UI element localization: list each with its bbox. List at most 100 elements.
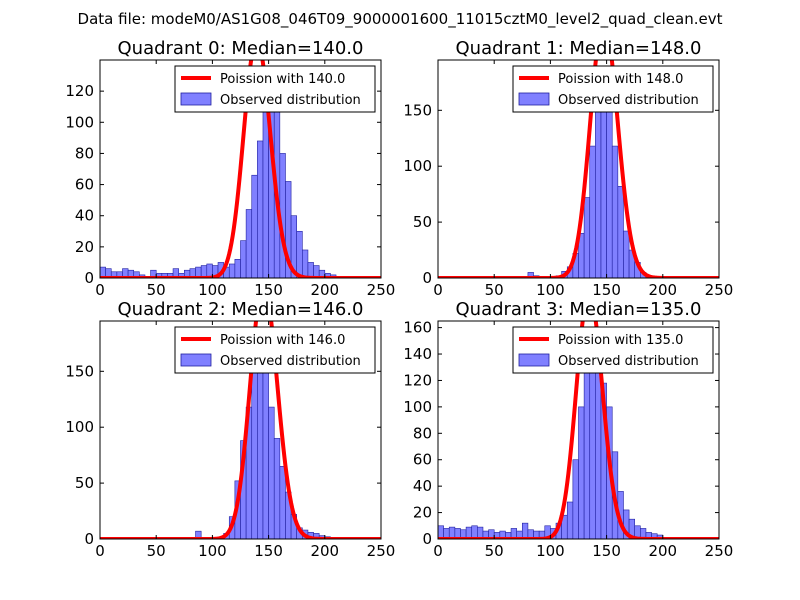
- histogram-bar: [589, 145, 596, 278]
- legend-label-observed: Observed distribution: [220, 354, 361, 369]
- histogram-bar: [572, 459, 579, 539]
- histogram-bars: [195, 337, 337, 539]
- y-tick-label: 100: [403, 157, 432, 175]
- axes-frame: [99, 59, 382, 279]
- y-tick-label: 40: [413, 477, 432, 495]
- legend: Poission with 148.0 Observed distribution: [512, 65, 714, 113]
- legend: Poission with 135.0 Observed distribution: [512, 326, 714, 374]
- histogram-bar: [245, 209, 253, 278]
- quadrant-2-panel: 0 50 100 150 200 250 0 50 100 150 Quadrant 2: Medi…: [65, 299, 396, 560]
- x-tick-label: 200: [648, 281, 677, 299]
- y-tick-label: 80: [413, 424, 432, 442]
- legend-label-observed: Observed distribution: [558, 93, 699, 108]
- panel-title: Quadrant 0: Median=140.0: [118, 38, 364, 59]
- y-tick-label: 100: [65, 418, 94, 436]
- histogram-bar: [234, 259, 241, 278]
- x-tick-label: 150: [592, 281, 621, 299]
- panel-title: Quadrant 1: Median=148.0: [456, 38, 702, 59]
- y-tick-label: 20: [413, 504, 432, 522]
- x-tick-label: 0: [95, 542, 105, 560]
- y-tick-label: 120: [403, 371, 432, 389]
- legend-bar-swatch: [518, 92, 550, 106]
- figure-suptitle: Data file: modeM0/AS1G08_046T09_90000016…: [78, 10, 723, 29]
- poisson-curve: [100, 321, 381, 539]
- y-tick-label: 80: [75, 144, 94, 162]
- histogram-bar: [268, 406, 275, 539]
- histogram-bar: [566, 501, 574, 539]
- axes-frame: [437, 59, 720, 279]
- x-tick-label: 250: [367, 281, 396, 299]
- y-tick-label: 120: [65, 82, 94, 100]
- histogram-bar: [611, 145, 619, 278]
- panel-title: Quadrant 3: Median=135.0: [456, 299, 702, 320]
- histogram-bar: [228, 263, 236, 278]
- legend-bar-swatch: [180, 92, 212, 106]
- x-tick-label: 200: [310, 281, 339, 299]
- x-tick-label: 200: [648, 542, 677, 560]
- legend-label-poisson: Poission with 135.0: [558, 333, 683, 348]
- y-tick-label: 20: [75, 238, 94, 256]
- legend-label-poisson: Poission with 148.0: [558, 72, 683, 87]
- y-tick-label: 60: [413, 451, 432, 469]
- quadrant-3-panel: 0 50 100 150 200 250 0 20 40 60 80 100 120 140 160 Quad…: [403, 299, 734, 560]
- histogram-bar: [257, 140, 264, 278]
- y-tick-label: 160: [403, 319, 432, 337]
- histogram-bar: [296, 230, 303, 278]
- x-tick-label: 200: [310, 542, 339, 560]
- x-tick-label: 100: [536, 281, 565, 299]
- axes-frame: [437, 320, 720, 540]
- legend-label-observed: Observed distribution: [558, 354, 699, 369]
- y-tick-label: 0: [84, 269, 94, 287]
- y-tick-label: 140: [403, 345, 432, 363]
- histogram-bar: [606, 98, 613, 278]
- y-tick-label: 50: [413, 213, 432, 231]
- histogram-bar: [279, 466, 286, 539]
- histogram-bar: [195, 530, 202, 539]
- histogram-bar: [302, 249, 309, 278]
- panel-title: Quadrant 2: Median=146.0: [118, 299, 364, 320]
- x-tick-label: 250: [705, 542, 734, 560]
- poisson-curve: [438, 60, 719, 278]
- x-tick-label: 50: [485, 542, 504, 560]
- histogram-bar: [623, 230, 630, 278]
- x-tick-label: 50: [147, 281, 166, 299]
- x-tick-label: 150: [254, 281, 283, 299]
- y-tick-label: 150: [403, 101, 432, 119]
- legend: Poission with 140.0 Observed distribution: [174, 65, 376, 113]
- y-tick-label: 50: [75, 474, 94, 492]
- poisson-curve: [100, 60, 381, 278]
- x-tick-label: 150: [592, 542, 621, 560]
- histogram-bar: [262, 368, 269, 539]
- x-tick-label: 100: [536, 542, 565, 560]
- histogram-bar: [240, 240, 247, 278]
- y-tick-label: 0: [422, 269, 432, 287]
- histogram-bar: [583, 369, 591, 539]
- x-tick-label: 250: [367, 542, 396, 560]
- y-tick-label: 60: [75, 176, 94, 194]
- x-tick-label: 50: [485, 281, 504, 299]
- y-tick-label: 0: [84, 530, 94, 548]
- x-tick-label: 100: [198, 281, 227, 299]
- quadrant-0-panel: 0 50 100 150 200 250 0 20 40 60 80 100 120 Quadrant 0…: [65, 38, 395, 299]
- histogram-bar: [251, 362, 258, 539]
- legend-bar-swatch: [518, 353, 550, 367]
- y-tick-label: 100: [65, 113, 94, 131]
- y-tick-label: 40: [75, 207, 94, 225]
- y-tick-label: 150: [65, 362, 94, 380]
- x-tick-label: 150: [254, 542, 283, 560]
- y-tick-label: 100: [403, 398, 432, 416]
- legend-label-poisson: Poission with 146.0: [220, 333, 345, 348]
- histogram-bar: [617, 186, 624, 278]
- histogram-bar: [273, 438, 281, 539]
- axes-frame: [99, 320, 382, 540]
- legend: Poission with 146.0 Observed distribution: [174, 326, 376, 374]
- legend-label-poisson: Poission with 140.0: [220, 72, 345, 87]
- histogram-bar: [521, 522, 529, 539]
- x-tick-label: 0: [433, 281, 443, 299]
- histogram-bar: [595, 93, 602, 278]
- y-tick-label: 0: [422, 530, 432, 548]
- x-tick-label: 50: [147, 542, 166, 560]
